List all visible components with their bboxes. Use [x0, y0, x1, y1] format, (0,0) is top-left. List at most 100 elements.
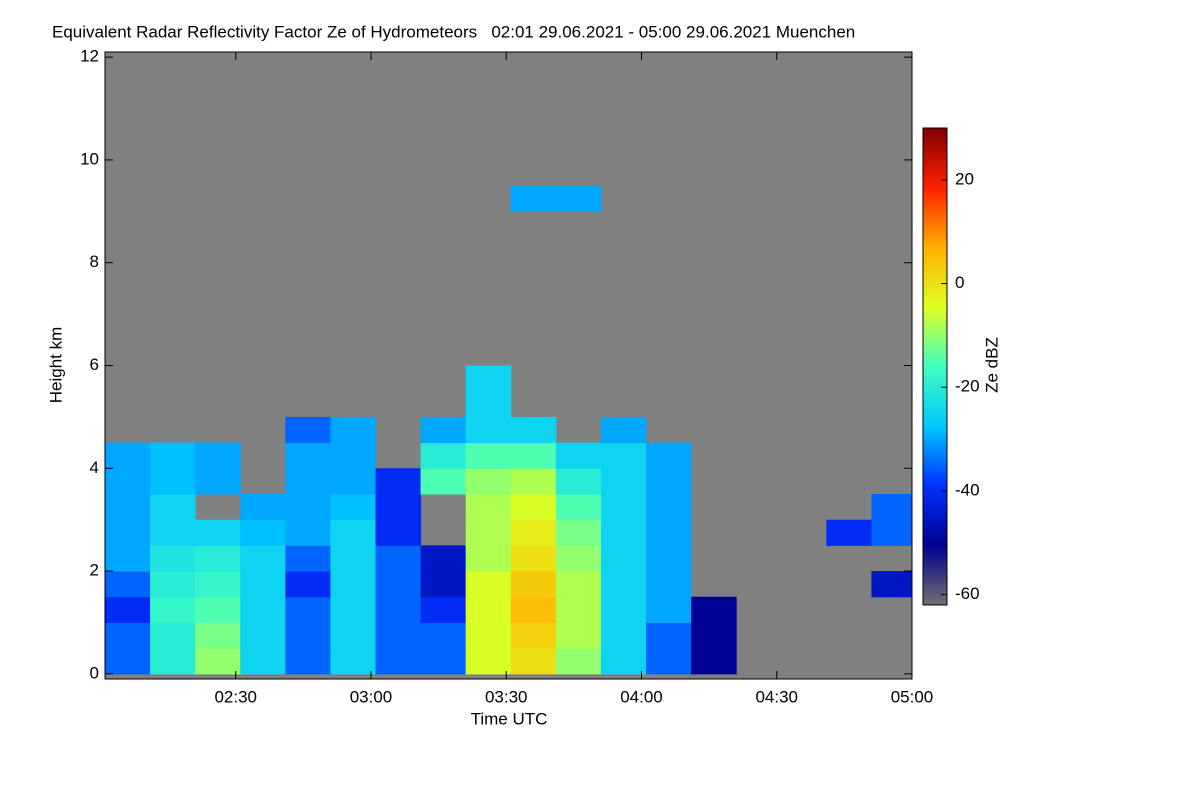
heatmap-cell	[555, 622, 602, 649]
colorbar-tick-label: -60	[955, 584, 980, 603]
heatmap-cell	[150, 622, 196, 649]
heatmap-cell	[420, 648, 467, 675]
heatmap-cell	[240, 596, 286, 623]
heatmap-cell	[195, 596, 241, 623]
heatmap-cell	[330, 493, 377, 521]
heatmap-cell	[465, 442, 512, 469]
heatmap-cell	[600, 571, 647, 598]
heatmap-cell	[150, 468, 196, 495]
heatmap-cell	[465, 493, 512, 521]
heatmap-cell	[105, 596, 151, 623]
colorbar-tick-label: 0	[955, 273, 964, 292]
heatmap-cell	[105, 545, 151, 572]
y-tick-label: 12	[80, 47, 99, 66]
heatmap-cell	[600, 519, 647, 546]
heatmap-cell	[600, 622, 647, 649]
heatmap-cell	[150, 545, 196, 572]
colorbar-tick-label: -20	[955, 377, 980, 396]
heatmap-cell	[465, 648, 512, 675]
heatmap-cell	[195, 545, 241, 572]
heatmap-cell	[646, 596, 692, 623]
heatmap-cell	[420, 596, 467, 623]
heatmap-cell	[285, 468, 331, 495]
heatmap-cell	[285, 416, 331, 444]
x-tick-label: 03:00	[350, 687, 393, 706]
heatmap-cell	[600, 648, 647, 675]
chart-title: Equivalent Radar Reflectivity Factor Ze …	[52, 22, 855, 41]
heatmap-cell	[195, 442, 241, 469]
heatmap-cell	[150, 519, 196, 546]
colorbar-tick-label: -40	[955, 480, 980, 499]
heatmap-cell	[600, 596, 647, 623]
heatmap-cell	[240, 493, 286, 521]
heatmap-cell	[646, 622, 692, 649]
heatmap-cell	[285, 442, 331, 469]
heatmap-cell	[330, 468, 377, 495]
heatmap-cell	[105, 493, 151, 521]
y-tick-label: 2	[90, 561, 99, 580]
heatmap-cell	[555, 571, 602, 598]
heatmap-cell	[240, 519, 286, 546]
heatmap-cell	[285, 596, 331, 623]
heatmap-cell	[600, 545, 647, 572]
heatmap-cell	[646, 468, 692, 495]
heatmap-cell	[285, 622, 331, 649]
y-tick-label: 8	[90, 252, 99, 271]
colorbar-scale	[922, 127, 948, 606]
heatmap-cell	[420, 622, 467, 649]
y-axis-label: Height km	[46, 327, 65, 404]
heatmap-cell	[465, 416, 512, 444]
heatmap-cell	[691, 622, 737, 649]
heatmap-cell	[420, 468, 467, 495]
heatmap-cell	[510, 545, 557, 572]
heatmap-cell	[285, 571, 331, 598]
x-tick-label: 04:00	[620, 687, 663, 706]
heatmap-cell	[195, 571, 241, 598]
heatmap-cell	[600, 416, 647, 444]
heatmap-cell	[555, 468, 602, 495]
heatmap-cell	[871, 493, 912, 521]
heatmap-cell	[510, 185, 557, 212]
x-axis-label: Time UTC	[471, 709, 548, 728]
heatmap-cell	[285, 648, 331, 675]
heatmap-cell	[420, 545, 467, 572]
heatmap-cell	[555, 648, 602, 675]
heatmap-cell	[150, 493, 196, 521]
heatmap-cell	[330, 442, 377, 469]
heatmap-cell	[646, 545, 692, 572]
heatmap-cell	[195, 622, 241, 649]
x-tick-label: 04:30	[755, 687, 798, 706]
heatmap-cell	[600, 493, 647, 521]
heatmap-cell	[105, 648, 151, 675]
x-tick-label: 02:30	[214, 687, 257, 706]
heatmap-cell	[646, 571, 692, 598]
heatmap	[105, 185, 912, 675]
heatmap-cell	[510, 622, 557, 649]
heatmap-cell	[420, 571, 467, 598]
heatmap-cell	[510, 493, 557, 521]
heatmap-cell	[465, 365, 512, 392]
heatmap-cell	[420, 442, 467, 469]
heatmap-cell	[330, 416, 377, 444]
heatmap-cell	[510, 571, 557, 598]
heatmap-cell	[105, 622, 151, 649]
heatmap-cell	[195, 468, 241, 495]
heatmap-cell	[330, 648, 377, 675]
x-tick-label: 03:30	[485, 687, 528, 706]
y-tick-label: 10	[80, 149, 99, 168]
heatmap-cell	[150, 571, 196, 598]
heatmap-cell	[510, 442, 557, 469]
heatmap-cell	[465, 468, 512, 495]
heatmap-cell	[240, 622, 286, 649]
heatmap-cell	[465, 596, 512, 623]
heatmap-cell	[600, 442, 647, 469]
heatmap-cell	[510, 648, 557, 675]
heatmap-cell	[555, 185, 602, 212]
colorbar-label: Ze dBZ	[982, 337, 1001, 393]
heatmap-cell	[375, 596, 422, 623]
heatmap-cell	[105, 519, 151, 546]
heatmap-cell	[330, 622, 377, 649]
heatmap-cell	[375, 519, 422, 546]
heatmap-cell	[826, 519, 872, 546]
heatmap-cell	[646, 519, 692, 546]
